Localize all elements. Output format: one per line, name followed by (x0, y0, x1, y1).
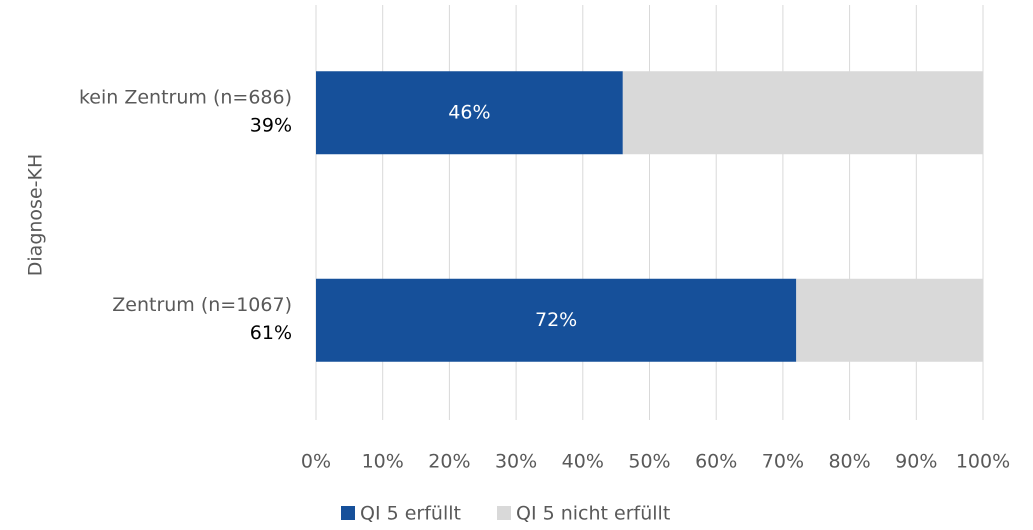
legend-swatch (341, 506, 355, 520)
bar (316, 71, 623, 155)
legend-label: QI 5 erfüllt (360, 503, 461, 525)
bar (316, 278, 797, 362)
legend-swatch (497, 506, 511, 520)
x-tick-label: 90% (895, 451, 937, 473)
x-tick-label: 100% (956, 451, 1010, 473)
x-tick-label: 80% (828, 451, 870, 473)
x-tick-label: 40% (562, 451, 604, 473)
y-axis-label: Diagnose-KH (25, 154, 47, 276)
x-tick-label: 50% (628, 451, 670, 473)
y-tick-label: Zentrum (n=1067) (112, 294, 292, 316)
data-label: 72% (535, 309, 577, 331)
x-tick-label: 20% (428, 451, 470, 473)
y-tick-sublabel: 39% (250, 114, 292, 136)
x-tick-label: 0% (301, 451, 331, 473)
bar (622, 71, 983, 155)
x-tick-label: 60% (695, 451, 737, 473)
data-label: 46% (448, 101, 490, 123)
legend-label: QI 5 nicht erfüllt (516, 503, 670, 525)
x-tick-label: 30% (495, 451, 537, 473)
y-tick-label: kein Zentrum (n=686) (79, 86, 292, 108)
x-tick-label: 10% (362, 451, 404, 473)
y-tick-sublabel: 61% (250, 322, 292, 344)
x-tick-label: 70% (762, 451, 804, 473)
bar (796, 278, 983, 362)
